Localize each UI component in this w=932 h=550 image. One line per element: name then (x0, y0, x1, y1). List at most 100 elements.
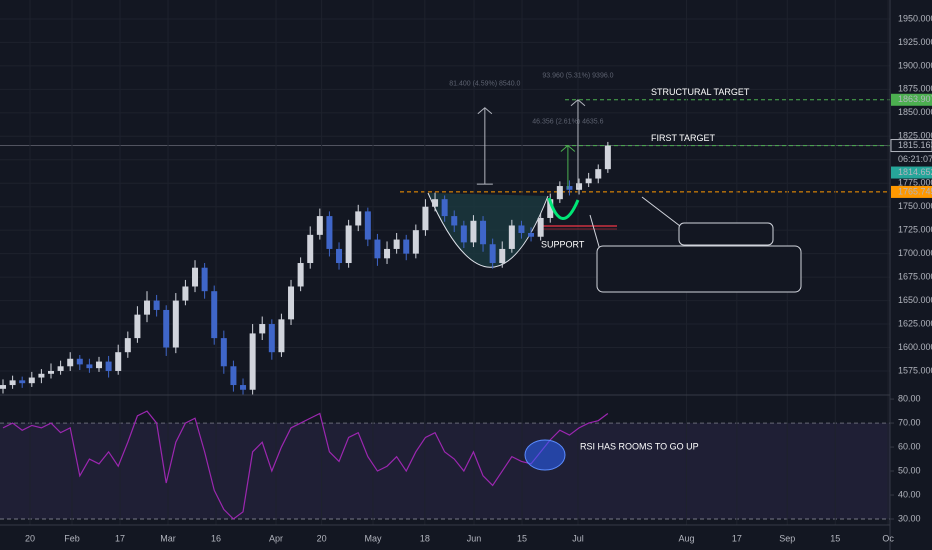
callout-pointer (641, 196, 681, 227)
candle-body (134, 314, 141, 339)
rsi-line (2, 410, 609, 520)
candle-body (28, 377, 35, 384)
candle-body (556, 186, 563, 200)
rsi-tick-label: 50.00 (898, 465, 921, 475)
rsi-ellipse (524, 439, 566, 471)
candle-body (451, 216, 458, 226)
candle-body (576, 183, 583, 190)
candle-body (76, 358, 83, 365)
bid-price-label: 1814.652 (898, 167, 932, 177)
y-tick-label: 1825.000 (898, 131, 932, 141)
measure-label: 93.960 (5.31%) 9396.0 (542, 73, 613, 80)
candle-body (220, 338, 227, 367)
candle-body (432, 199, 439, 207)
callout-pointer (589, 214, 601, 251)
candle-body (547, 199, 554, 218)
candle-body (518, 225, 525, 233)
measure-arrow (560, 144, 576, 152)
y-tick-label: 1625.000 (898, 318, 932, 328)
y-tick-label: 1875.000 (898, 84, 932, 94)
x-tick-label: 17 (732, 533, 742, 543)
price-tag (891, 153, 932, 166)
y-tick-label: 1775.000 (898, 178, 932, 188)
measure-arrow (477, 107, 493, 115)
level-label: 1765.745 (898, 186, 932, 196)
candle-body (67, 358, 74, 367)
candle-body (364, 211, 371, 240)
candle-body (57, 366, 64, 371)
candle-body (316, 216, 323, 235)
measure-arrow (570, 99, 586, 107)
candle-body (48, 370, 55, 374)
x-tick-label: 17 (115, 533, 125, 543)
rsi-tick-label: 30.00 (898, 513, 921, 523)
x-tick-label: Sep (779, 533, 795, 543)
candle-body (460, 225, 467, 243)
y-tick-label: 1600.000 (898, 342, 932, 352)
level-label: 1863.907 (898, 94, 932, 104)
handle-curve (547, 197, 580, 220)
x-tick-label: May (364, 533, 382, 543)
price-tags: 1575.000 1600.000 1625.000 1650.000 1675.000… (25, 13, 932, 543)
price-tag (891, 93, 932, 106)
y-tick-label: 1700.000 (898, 248, 932, 258)
rsi-tick-label: 60.00 (898, 441, 921, 451)
x-tick-label: Aug (678, 533, 694, 543)
candle-body (9, 380, 16, 386)
candle-body (124, 338, 131, 353)
price-tag (891, 166, 932, 179)
x-tick-label: 15 (830, 533, 840, 543)
level-name: FIRST TARGET (651, 133, 716, 143)
rsi-band (0, 423, 890, 520)
y-tick-label: 1675.000 (898, 271, 932, 281)
x-tick-label: 18 (420, 533, 430, 543)
candle-body (441, 199, 448, 217)
rsi-tick-label: 70.00 (898, 417, 921, 427)
candle-body (604, 145, 611, 170)
candle-body (38, 373, 45, 378)
candle-body (470, 220, 477, 243)
candle-body (499, 248, 506, 264)
candle-body (336, 248, 343, 264)
annotation: SUPPORT (541, 239, 585, 249)
candle-body (211, 291, 218, 339)
candle-body (412, 230, 419, 254)
candle-body (297, 263, 304, 287)
candle-body (96, 361, 103, 369)
y-tick-label: 1650.000 (898, 295, 932, 305)
candle-body (182, 286, 189, 301)
cup-outline (427, 192, 549, 268)
rsi-tick-label: 40.00 (898, 489, 921, 499)
price-tag (890, 139, 932, 153)
grid (0, 0, 890, 525)
candle-body (355, 211, 362, 226)
y-tick-label: 1850.000 (898, 107, 932, 117)
candle-body (422, 206, 429, 231)
candle-body (537, 217, 544, 237)
candle-body (288, 286, 295, 320)
candle-body (508, 225, 515, 249)
y-tick-label: 1925.000 (898, 37, 932, 47)
y-tick-label: 1725.000 (898, 225, 932, 235)
callout-box (678, 222, 774, 246)
candle-body (384, 248, 391, 259)
y-tick-label: 1900.000 (898, 60, 932, 70)
candle-body (528, 232, 535, 237)
candle-body (230, 366, 237, 386)
rsi-tick-label: 80.00 (898, 393, 921, 403)
candle-body (105, 361, 112, 371)
candle-body (144, 300, 151, 315)
candle-body (153, 300, 160, 310)
candle-body (240, 385, 247, 390)
candle-body (86, 364, 93, 369)
rsi-annotation: RSI HAS ROOMS TO GO UP (580, 441, 699, 451)
candle-body (326, 216, 333, 249)
x-tick-label: Apr (269, 533, 283, 543)
candle-body (374, 239, 381, 259)
callout-box (596, 245, 802, 293)
x-tick-label: Jun (467, 533, 482, 543)
candle-body (268, 324, 275, 353)
candle-body (480, 220, 487, 245)
candle-body (595, 169, 602, 179)
